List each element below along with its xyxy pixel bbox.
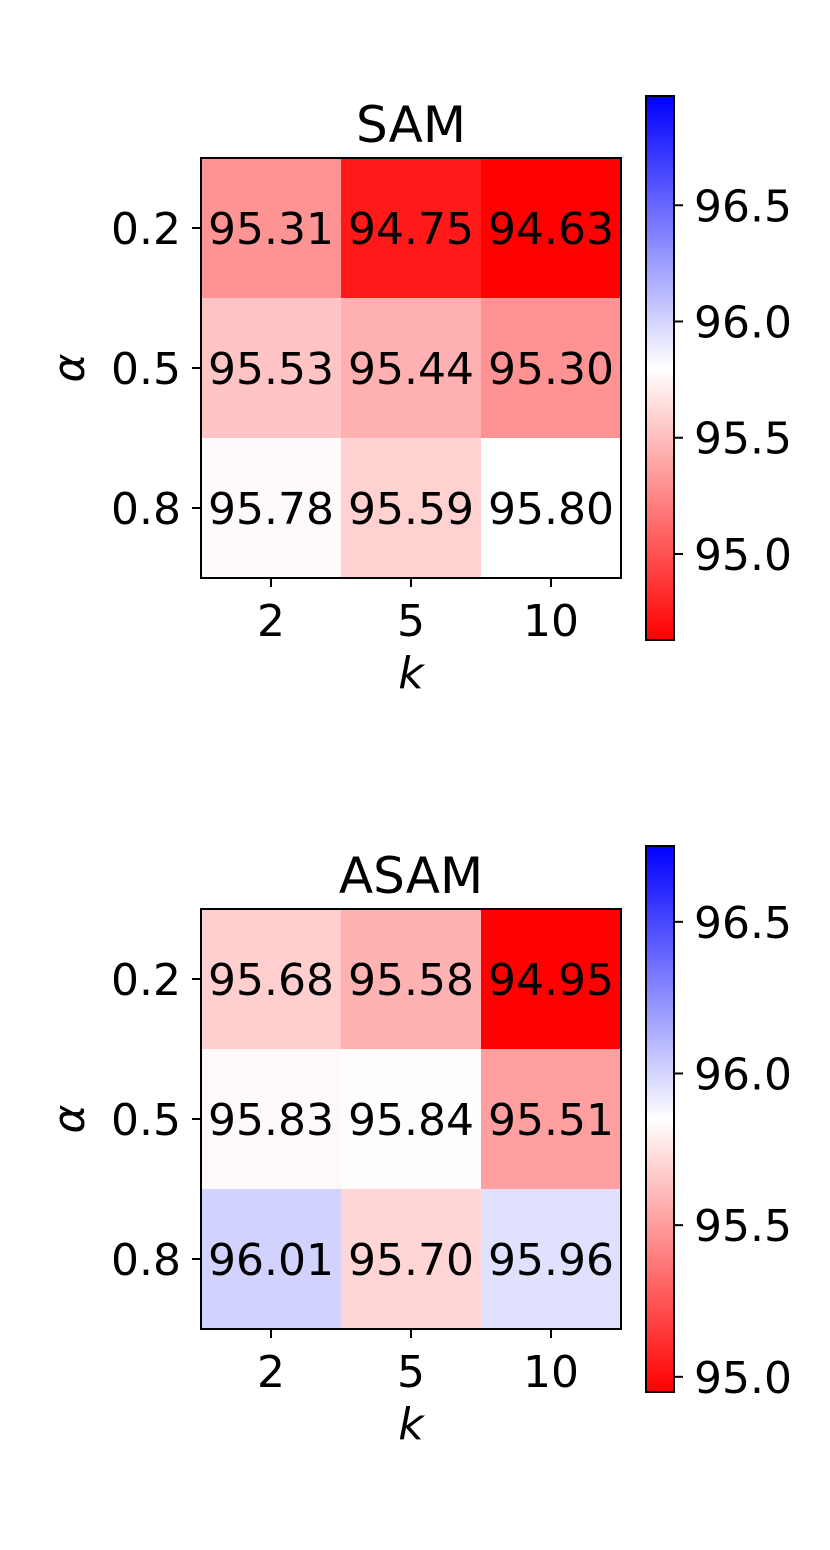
heatmap-cell [481, 298, 621, 438]
heatmap-cell [341, 1049, 481, 1189]
cell-value-label: 95.44 [348, 344, 474, 395]
cell-value-label: 95.53 [208, 344, 334, 395]
chart-title: SAM [356, 96, 466, 154]
chart-title: ASAM [339, 847, 483, 905]
cell-value-label: 95.96 [488, 1235, 614, 1286]
colorbar [645, 845, 675, 1393]
colorbar-tick-label: 96.0 [694, 298, 792, 349]
colorbar-tick-label: 95.5 [694, 414, 792, 465]
y-axis-label: α [44, 353, 95, 382]
heatmap-cell [341, 1189, 481, 1329]
heatmap-cell [481, 909, 621, 1049]
cell-value-label: 95.80 [488, 484, 614, 535]
cell-value-label: 95.58 [348, 955, 474, 1006]
cell-value-label: 95.68 [208, 955, 334, 1006]
y-tick-label: 0.5 [111, 344, 181, 395]
heatmap-cell [201, 158, 341, 298]
heatmap-cell [481, 158, 621, 298]
heatmap-cell [201, 1049, 341, 1189]
colorbar-tick-label: 96.5 [694, 181, 792, 232]
x-axis-label: k [398, 1399, 425, 1450]
y-tick-label: 0.8 [111, 1235, 181, 1286]
cell-value-label: 94.63 [488, 204, 614, 255]
heatmap-cell [481, 1049, 621, 1189]
heatmap-cell [201, 298, 341, 438]
x-tick-label: 2 [257, 596, 285, 647]
colorbar-tick-label: 95.5 [694, 1201, 792, 1252]
y-tick-label: 0.2 [111, 955, 181, 1006]
colorbar-tick-label: 96.5 [694, 898, 792, 949]
cell-value-label: 95.30 [488, 344, 614, 395]
cell-value-label: 96.01 [208, 1235, 334, 1286]
heatmap-cell [201, 438, 341, 578]
heatmap-cell [341, 298, 481, 438]
x-tick-label: 5 [397, 1347, 425, 1398]
heatmap-cell [481, 438, 621, 578]
heatmap-cell [201, 909, 341, 1049]
heatmap-cell [341, 909, 481, 1049]
x-tick-label: 10 [523, 596, 579, 647]
x-tick-label: 2 [257, 1347, 285, 1398]
heatmap-cell [201, 1189, 341, 1329]
cell-value-label: 95.59 [348, 484, 474, 535]
heatmap-cell [481, 1189, 621, 1329]
colorbar-tick-label: 95.0 [694, 1353, 792, 1404]
y-tick-label: 0.5 [111, 1095, 181, 1146]
cell-value-label: 95.78 [208, 484, 334, 535]
cell-value-label: 95.83 [208, 1095, 334, 1146]
colorbar-tick-label: 95.0 [694, 530, 792, 581]
cell-value-label: 94.95 [488, 955, 614, 1006]
y-axis-label: α [44, 1104, 95, 1133]
colorbar [645, 95, 675, 641]
cell-value-label: 95.51 [488, 1095, 614, 1146]
y-tick-label: 0.2 [111, 204, 181, 255]
cell-value-label: 95.84 [348, 1095, 474, 1146]
cell-value-label: 95.31 [208, 204, 334, 255]
x-tick-label: 10 [523, 1347, 579, 1398]
cell-value-label: 94.75 [348, 204, 474, 255]
cell-value-label: 95.70 [348, 1235, 474, 1286]
heatmap-cell [341, 438, 481, 578]
colorbar-tick-label: 96.0 [694, 1050, 792, 1101]
asam-heatmap-panel: 95.68 95.58 94.95 95.83 95.84 95.51 96.01 95.70… [44, 845, 792, 1450]
x-tick-label: 5 [397, 596, 425, 647]
heatmap-cell [341, 158, 481, 298]
x-axis-label: k [398, 648, 425, 699]
y-tick-label: 0.8 [111, 484, 181, 535]
